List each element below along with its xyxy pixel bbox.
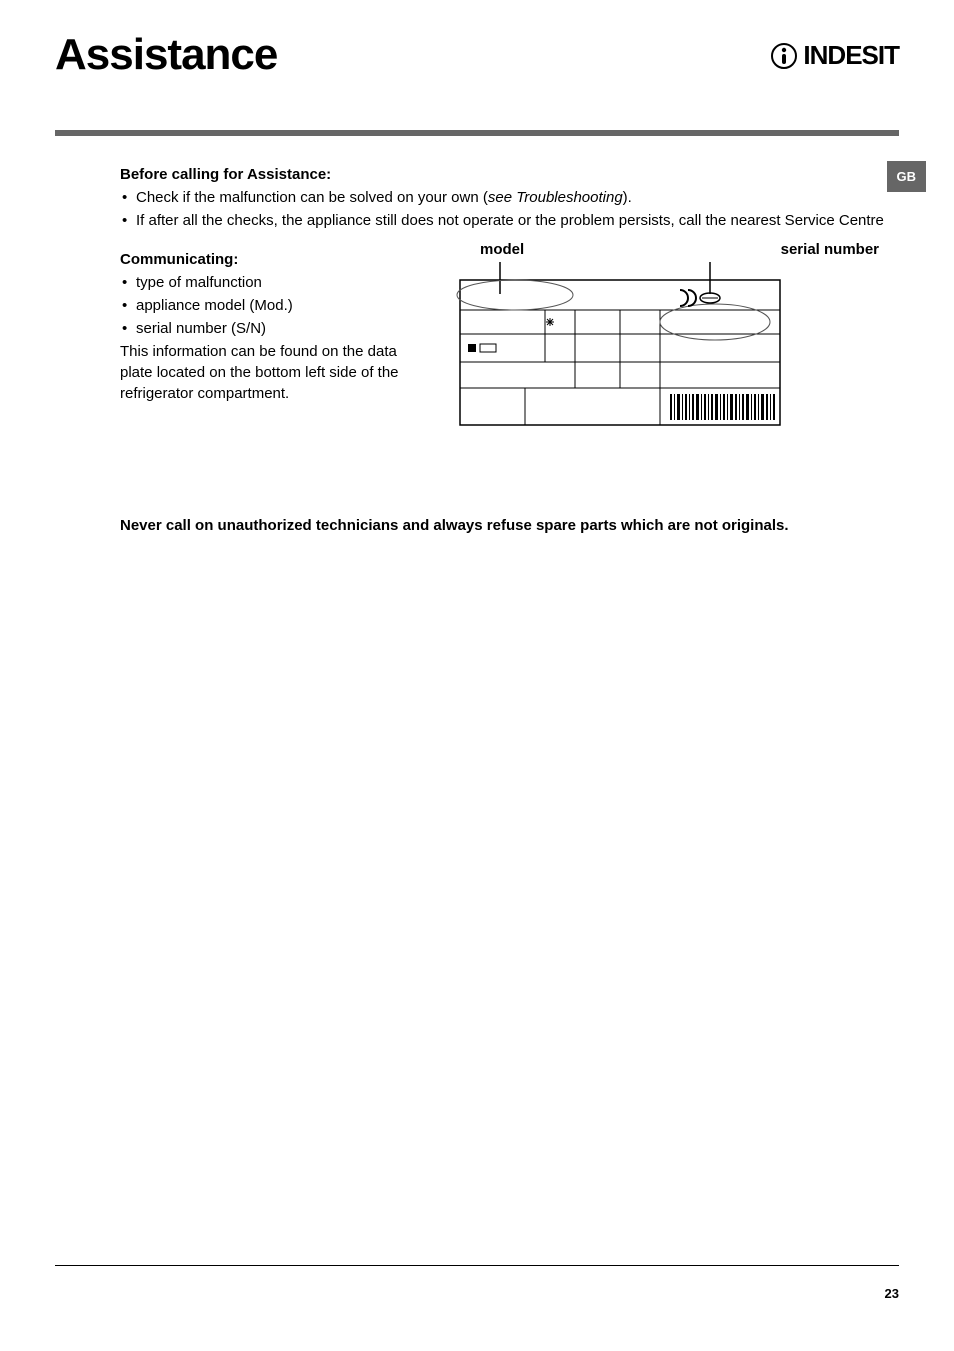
diagram-labels: model serial number xyxy=(450,241,899,262)
brand-dot-i-icon xyxy=(771,43,797,69)
page-header: Assistance INDESIT xyxy=(0,0,954,80)
list-item: serial number (S/N) xyxy=(120,318,420,339)
list-item: appliance model (Mod.) xyxy=(120,295,420,316)
brand-logo: INDESIT xyxy=(771,40,899,71)
list-text: Check if the malfunction can be solved o… xyxy=(136,189,488,206)
column-left: Communicating: type of malfunction appli… xyxy=(120,251,420,437)
info-text: This information can be found on the dat… xyxy=(120,341,420,404)
footer-line xyxy=(55,1265,899,1266)
page-footer: 23 xyxy=(55,1265,899,1301)
section-before-calling: Before calling for Assistance: Check if … xyxy=(120,166,899,231)
data-plate-svg xyxy=(450,262,790,432)
section-heading: Before calling for Assistance: xyxy=(120,166,899,183)
section-heading: Communicating: xyxy=(120,251,420,268)
cert-icon xyxy=(700,293,720,303)
list-text: If after all the checks, the appliance s… xyxy=(136,212,884,229)
list-text-post: ). xyxy=(623,189,632,206)
two-column-layout: Communicating: type of malfunction appli… xyxy=(120,251,899,437)
snowflake-icon xyxy=(546,318,554,326)
content-area: GB Before calling for Assistance: Check … xyxy=(0,136,954,534)
list-italic: see Troubleshooting xyxy=(488,189,623,206)
page-title: Assistance xyxy=(55,30,277,80)
cert-icon xyxy=(680,290,696,306)
list-item: If after all the checks, the appliance s… xyxy=(120,210,899,231)
bullet-list: Check if the malfunction can be solved o… xyxy=(120,187,899,231)
barcode-icon xyxy=(670,394,775,420)
data-plate-diagram: model serial number xyxy=(450,241,899,437)
list-item: type of malfunction xyxy=(120,272,420,293)
column-right: model serial number xyxy=(450,251,899,437)
diagram-label-serial: serial number xyxy=(781,241,879,258)
diagram-label-model: model xyxy=(480,241,524,258)
warning-statement: Never call on unauthorized technicians a… xyxy=(120,517,899,534)
brand-text: INDESIT xyxy=(803,40,899,71)
bullet-list: type of malfunction appliance model (Mod… xyxy=(120,272,420,339)
list-item: Check if the malfunction can be solved o… xyxy=(120,187,899,208)
page-number: 23 xyxy=(55,1286,899,1301)
